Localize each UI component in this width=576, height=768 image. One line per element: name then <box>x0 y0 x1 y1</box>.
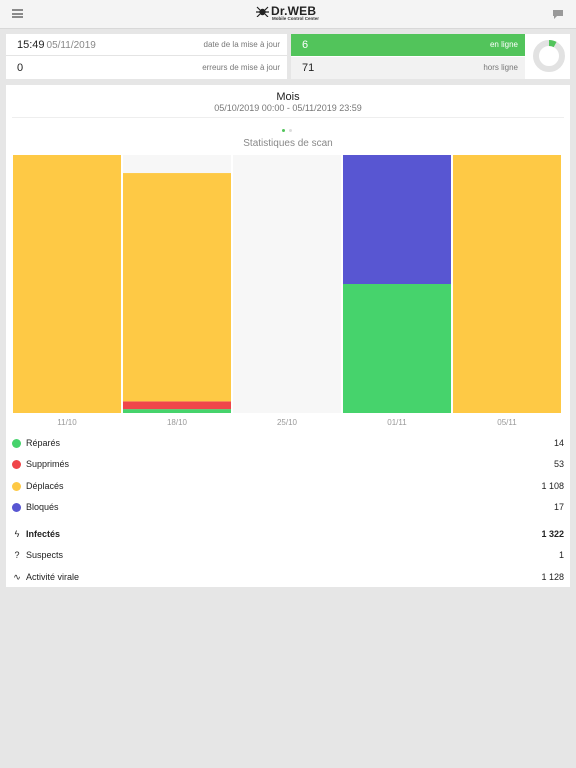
threat-name: Infectés <box>26 529 61 539</box>
bar-segment[interactable] <box>453 155 561 413</box>
offline-row[interactable]: 71 hors ligne <box>291 57 525 79</box>
page-indicator[interactable] <box>282 129 294 133</box>
legend-name: Supprimés <box>26 459 70 470</box>
legend-value: 53 <box>553 459 564 470</box>
period-title[interactable]: Mois <box>276 91 300 103</box>
divider <box>12 117 564 118</box>
bar-segment[interactable] <box>343 284 451 413</box>
threat-value: 1 128 <box>541 571 564 582</box>
threat-value: 1 <box>558 550 564 561</box>
legend-name: Déplacés <box>26 480 64 491</box>
legend-color-dot <box>12 502 21 512</box>
bar-segment[interactable] <box>343 155 451 284</box>
legend-value: 17 <box>553 501 564 512</box>
last-update-value: 15:49 05/11/2019 <box>17 39 96 51</box>
period-range: 05/10/2019 00:00 - 05/11/2019 23:59 <box>214 103 362 113</box>
donut-track <box>533 40 565 72</box>
lightning-icon: ϟ <box>14 529 20 539</box>
x-tick-label: 18/10 <box>167 418 188 427</box>
logo-subtitle: Mobile Control Center <box>272 16 319 21</box>
legend-value: 1 108 <box>541 480 564 491</box>
hamburger-icon[interactable] <box>12 9 23 18</box>
stations-summary-card[interactable]: 6 en ligne 71 hors ligne <box>291 34 570 79</box>
legend-value: 14 <box>553 438 564 448</box>
legend-row[interactable]: Déplacés 1 108 <box>6 477 570 497</box>
top-bar: Dr.WEB Mobile Control Center <box>0 0 576 29</box>
update-errors-label: erreurs de mise à jour <box>202 63 280 72</box>
update-errors-count: 0 <box>17 62 24 74</box>
bar-segment[interactable] <box>123 401 231 410</box>
chart-title: Statistiques de scan <box>243 138 333 149</box>
logo-text: Dr.WEB <box>271 4 317 18</box>
x-tick-label: 11/10 <box>57 418 77 427</box>
legend-name: Réparés <box>26 438 61 448</box>
x-tick-label: 01/11 <box>387 418 407 427</box>
x-tick-label: 05/11 <box>497 418 517 427</box>
page-dot-active <box>282 129 285 132</box>
donut-online-arc <box>533 40 565 72</box>
update-summary-card[interactable]: 15:49 05/11/2019 date de la mise à jour 0… <box>6 34 287 79</box>
x-tick-label: 25/10 <box>277 418 298 427</box>
last-update-row[interactable]: 15:49 05/11/2019 date de la mise à jour <box>6 34 287 56</box>
online-row[interactable]: 6 en ligne <box>291 34 525 56</box>
bar-column-bg <box>233 155 341 413</box>
scan-stats-card: Mois 05/10/2019 00:00 - 05/11/2019 23:59… <box>6 85 570 587</box>
legend-row[interactable]: Bloqués 17 <box>6 498 570 518</box>
bar-segment[interactable] <box>13 155 121 413</box>
question-icon: ? <box>14 550 20 561</box>
offline-count: 71 <box>302 62 315 74</box>
threat-row[interactable]: ∿ Activité virale 1 128 <box>6 568 570 588</box>
offline-label: hors ligne <box>483 63 518 72</box>
chat-bubble-icon[interactable] <box>552 9 564 20</box>
spider-logo-icon <box>256 6 269 17</box>
bar-segment[interactable] <box>123 173 231 402</box>
legend-row[interactable]: Réparés 14 <box>6 434 570 454</box>
page-dot <box>289 129 292 132</box>
scan-stats-chart: 11/10 18/10 25/10 01/11 05/11 <box>13 155 561 427</box>
drweb-logo: Dr.WEB Mobile Control Center <box>256 4 326 25</box>
legend-color-dot <box>12 439 21 448</box>
online-label: en ligne <box>489 40 518 49</box>
threat-value: 1 322 <box>541 529 564 539</box>
threat-row[interactable]: ? Suspects 1 <box>6 546 570 566</box>
legend-row[interactable]: Supprimés 53 <box>6 455 570 475</box>
online-count: 6 <box>302 39 309 51</box>
bar-segment[interactable] <box>123 409 231 413</box>
legend-color-dot <box>12 481 21 491</box>
online-ratio-donut <box>533 40 565 72</box>
update-errors-row[interactable]: 0 erreurs de mise à jour <box>6 57 287 79</box>
last-update-label: date de la mise à jour <box>203 40 281 49</box>
threat-row[interactable]: ϟ Infectés 1 322 <box>6 525 570 545</box>
pulse-icon: ∿ <box>13 571 21 582</box>
threat-name: Suspects <box>26 550 64 561</box>
legend-name: Bloqués <box>26 501 59 512</box>
threat-name: Activité virale <box>26 571 80 582</box>
legend-color-dot <box>12 460 21 470</box>
